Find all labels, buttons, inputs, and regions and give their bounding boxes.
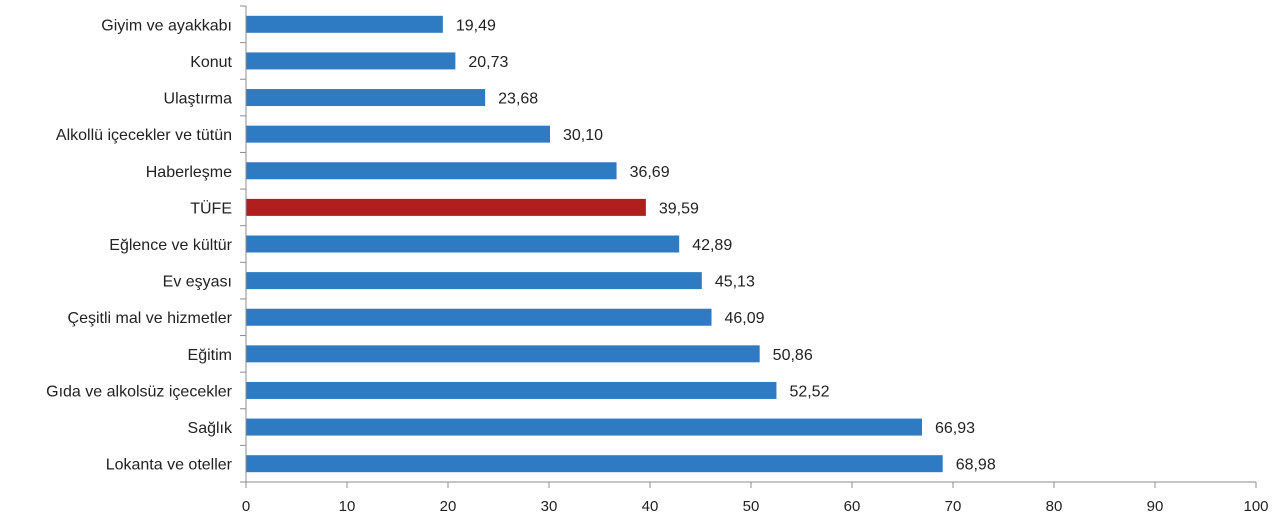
data-label: 66,93 xyxy=(935,420,975,437)
data-label: 52,52 xyxy=(789,383,829,400)
data-label: 50,86 xyxy=(773,347,813,364)
bar xyxy=(246,272,702,290)
data-label: 30,10 xyxy=(563,127,603,144)
x-tick-label: 30 xyxy=(541,498,558,515)
x-tick-label: 100 xyxy=(1243,498,1268,515)
category-label: Eğlence ve kültür xyxy=(109,237,232,254)
x-tick-label: 20 xyxy=(440,498,457,515)
data-label: 36,69 xyxy=(630,164,670,181)
bar xyxy=(246,89,486,107)
data-label: 42,89 xyxy=(692,237,732,254)
category-label: Alkollü içecekler ve tütün xyxy=(56,127,232,144)
category-label: Gıda ve alkolsüz içecekler xyxy=(46,383,233,400)
bar-highlight xyxy=(246,198,646,216)
data-label: 45,13 xyxy=(715,274,755,291)
bar xyxy=(246,308,712,326)
category-label: Eğitim xyxy=(188,347,232,364)
x-tick-label: 80 xyxy=(1046,498,1063,515)
bar xyxy=(246,52,456,70)
bar xyxy=(246,162,617,180)
category-label: Ulaştırma xyxy=(164,91,233,108)
x-tick-label: 40 xyxy=(642,498,659,515)
bar xyxy=(246,345,760,363)
category-label: TÜFE xyxy=(190,199,232,217)
data-label: 39,59 xyxy=(659,200,699,217)
x-tick-label: 60 xyxy=(844,498,861,515)
x-tick-label: 10 xyxy=(339,498,356,515)
category-label: Ev eşyası xyxy=(163,274,232,291)
data-label: 23,68 xyxy=(498,91,538,108)
category-label: Giyim ve ayakkabı xyxy=(101,17,232,34)
x-tick-label: 50 xyxy=(743,498,760,515)
data-label: 19,49 xyxy=(456,17,496,34)
x-tick-label: 0 xyxy=(242,498,250,515)
bar xyxy=(246,125,551,143)
bar xyxy=(246,235,680,253)
category-label: Lokanta ve oteller xyxy=(106,457,233,474)
bar xyxy=(246,455,943,473)
category-label: Haberleşme xyxy=(146,164,232,181)
category-label: Konut xyxy=(190,54,232,71)
category-label: Sağlık xyxy=(188,420,233,437)
x-tick-label: 90 xyxy=(1147,498,1164,515)
data-label: 46,09 xyxy=(725,310,765,327)
bar xyxy=(246,418,922,436)
bar xyxy=(246,15,443,33)
category-label: Çeşitli mal ve hizmetler xyxy=(68,310,233,327)
data-label: 20,73 xyxy=(468,54,508,71)
x-tick-label: 70 xyxy=(945,498,962,515)
data-label: 68,98 xyxy=(956,457,996,474)
bar xyxy=(246,381,777,399)
